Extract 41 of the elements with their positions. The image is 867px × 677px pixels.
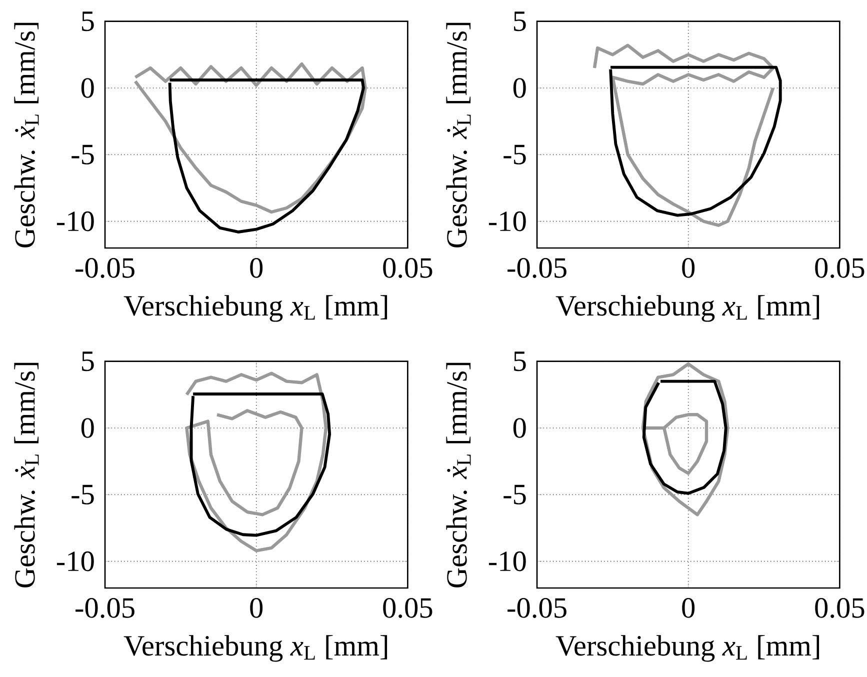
y-tick-label: 5 xyxy=(82,12,94,32)
y-axis-title: Geschw. ẋ$_{L}$ [mm/s] xyxy=(446,22,471,248)
y-tick-label: -5 xyxy=(504,144,526,164)
x-axis-title: Verschiebung x$_{L}$ [mm] xyxy=(124,635,388,662)
x-tick-label: -0.05 xyxy=(76,258,134,278)
y-tick-label: 0 xyxy=(81,418,94,438)
x-tick-label: -0.05 xyxy=(508,258,566,278)
line-series xyxy=(190,392,332,537)
y-tick-label: 0 xyxy=(513,78,526,98)
y-tick-label: -10 xyxy=(56,211,94,232)
x-axis-title: Verschiebung x$_{L}$ [mm] xyxy=(556,635,820,662)
x-axis-title: Verschiebung x$_{L}$ [mm] xyxy=(124,295,388,322)
y-axis-title: Geschw. ẋ$_{L}$ [mm/s] xyxy=(14,362,39,588)
line-series xyxy=(609,66,782,217)
line-series xyxy=(185,372,328,552)
x-tick-label: -0.05 xyxy=(508,598,566,618)
x-tick-label: 0.05 xyxy=(383,598,432,618)
x-tick-label: 0 xyxy=(250,598,263,618)
x-tick-label: 0.05 xyxy=(383,258,432,278)
y-axis-title: Geschw. ẋ$_{L}$ [mm/s] xyxy=(446,362,471,588)
y-tick-label: -10 xyxy=(488,551,526,572)
x-tick-label: 0.05 xyxy=(815,258,864,278)
y-tick-label: -5 xyxy=(72,144,94,164)
x-tick-label: -0.05 xyxy=(76,598,134,618)
y-tick-label: 0 xyxy=(513,418,526,438)
x-tick-label: 0.05 xyxy=(815,598,864,618)
y-tick-label: 5 xyxy=(514,352,526,372)
y-tick-label: 5 xyxy=(82,352,94,372)
line-series xyxy=(592,44,775,227)
y-tick-label: 5 xyxy=(514,12,526,32)
y-tick-label: -5 xyxy=(504,484,526,504)
y-tick-label: -10 xyxy=(488,211,526,232)
x-tick-label: 0 xyxy=(682,258,695,278)
x-tick-label: 0 xyxy=(682,598,695,618)
y-tick-label: -10 xyxy=(56,551,94,572)
y-tick-label: -5 xyxy=(72,484,94,504)
x-axis-title: Verschiebung x$_{L}$ [mm] xyxy=(556,295,820,322)
x-tick-label: 0 xyxy=(250,258,263,278)
y-tick-label: 0 xyxy=(81,78,94,98)
line-series xyxy=(642,380,728,495)
y-axis-title: Geschw. ẋ$_{L}$ [mm/s] xyxy=(14,22,39,248)
